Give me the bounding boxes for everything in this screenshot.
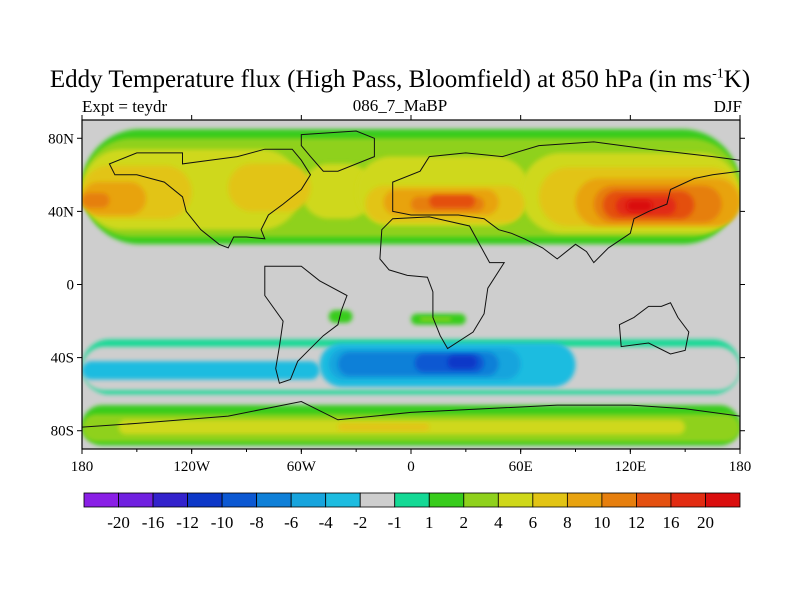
x-tick-label: 180 <box>729 459 752 475</box>
season-label: DJF <box>713 97 742 116</box>
x-tick-label: 60W <box>287 459 317 475</box>
colorbar-swatch <box>394 492 430 508</box>
colorbar-label: -20 <box>107 513 130 532</box>
contour-2-34 <box>420 317 452 322</box>
colorbar-label: 12 <box>628 513 645 532</box>
y-tick-label: 80S <box>51 424 74 440</box>
colorbar-label: -2 <box>353 513 367 532</box>
colorbar-swatch <box>152 492 188 508</box>
experiment-label: Expt = teydr <box>82 97 168 116</box>
y-tick-label: 40S <box>51 351 74 367</box>
colorbar-swatch <box>290 492 327 508</box>
contour--4-23 <box>82 361 320 380</box>
colorbar-label: -12 <box>176 513 199 532</box>
colorbar-swatch <box>187 492 223 508</box>
x-tick-label: 120W <box>173 459 211 475</box>
colorbar-label: -16 <box>142 513 165 532</box>
colorbar-label: -6 <box>284 513 298 532</box>
contour-4-3 <box>301 163 375 219</box>
coastline-eurasia <box>392 141 740 264</box>
colorbar-swatch <box>705 492 741 508</box>
colorbar-swatch <box>325 492 361 508</box>
colorbar-label: 8 <box>563 513 572 532</box>
colorbar-swatch <box>497 492 534 508</box>
colorbar-swatch <box>601 492 637 508</box>
y-tick-label: 80N <box>48 131 74 147</box>
contour-10-13 <box>82 193 110 208</box>
colorbar-swatch <box>670 492 706 508</box>
colorbar-swatch <box>566 492 603 508</box>
colorbar-label: 2 <box>460 513 469 532</box>
x-tick-label: 180 <box>71 459 94 475</box>
coastline-australia <box>618 302 690 355</box>
contour-20-19 <box>626 200 653 212</box>
coastline-north-america <box>108 148 312 249</box>
contour-6-31 <box>337 423 430 431</box>
colorbar-swatch <box>428 492 465 508</box>
x-tick-label: 0 <box>407 459 415 475</box>
contour--12-27 <box>447 355 477 369</box>
case-label: 086_7_MaBP <box>352 96 448 115</box>
colorbar-label: 20 <box>697 513 714 532</box>
colorbar-swatch <box>636 492 672 508</box>
colorbar-label: 4 <box>494 513 503 532</box>
colorbar-swatch <box>256 492 292 508</box>
x-tick-label: 120E <box>614 459 646 475</box>
contour-12-16 <box>429 194 475 208</box>
y-tick-label: 40N <box>48 204 74 220</box>
colorbar-swatch <box>221 492 258 508</box>
colorbar-label: -10 <box>211 513 234 532</box>
x-tick-label: 60E <box>509 459 533 475</box>
y-tick-label: 0 <box>67 278 75 294</box>
colorbar-label: 16 <box>662 513 679 532</box>
coastline-antarctica <box>82 400 740 449</box>
colorbar-swatch <box>532 492 568 508</box>
colorbar-label: -8 <box>250 513 264 532</box>
colorbar-swatch <box>83 492 119 508</box>
colorbar-swatch <box>359 492 396 508</box>
chart-title: Eddy Temperature flux (High Pass, Bloomf… <box>49 66 751 93</box>
contour-6-7 <box>228 163 311 212</box>
coastline-africa <box>379 216 506 350</box>
colorbar-swatch <box>118 492 154 508</box>
colorbar-label: -1 <box>388 513 402 532</box>
colorbar-label: 10 <box>593 513 610 532</box>
colorbar-swatch <box>463 492 499 508</box>
colorbar-label: 1 <box>425 513 434 532</box>
colorbar-label: 6 <box>529 513 538 532</box>
colorbar-label: -4 <box>319 513 334 532</box>
coastline-south-america <box>264 265 348 384</box>
coastline-greenland <box>300 130 375 172</box>
contour-1-32 <box>328 310 353 323</box>
